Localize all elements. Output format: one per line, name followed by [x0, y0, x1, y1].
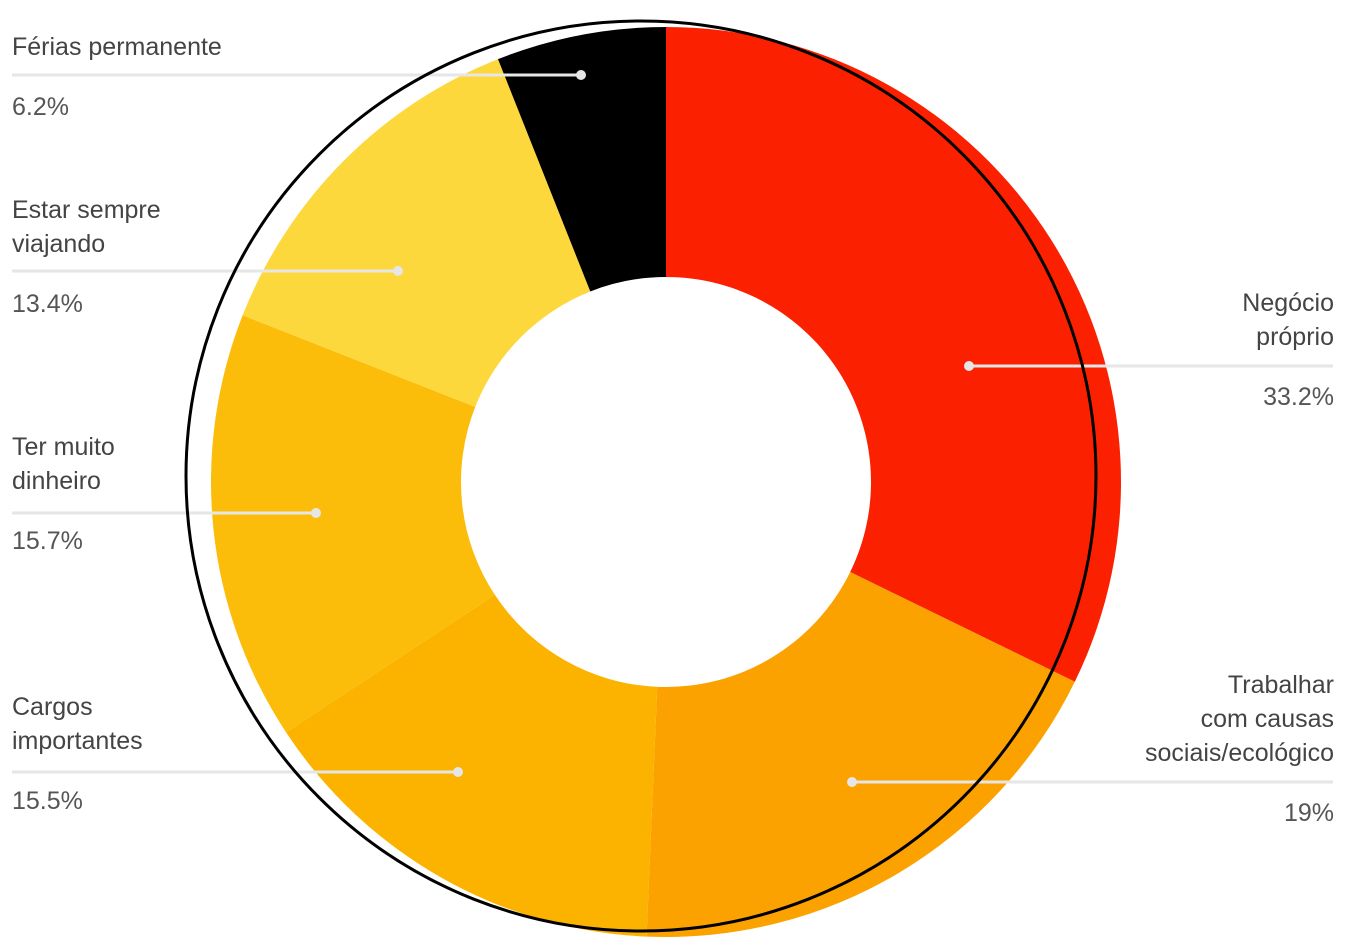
slice-percent: 33.2% [1263, 383, 1334, 411]
label-slice-0: Negócio próprio 33.2% [1242, 286, 1334, 414]
leader-lines [12, 70, 1333, 787]
label-slice-4: Estar sempre viajando 13.4% [12, 193, 161, 321]
label-slice-2: Cargos importantes 15.5% [12, 690, 143, 818]
slice-3 [211, 315, 495, 733]
label-slice-3: Ter muito dinheiro 15.7% [12, 430, 115, 558]
leader-dot-5 [576, 70, 586, 80]
slice-1 [646, 571, 1075, 937]
slice-percent: 19% [1283, 799, 1334, 827]
leader-dot-2 [453, 767, 463, 777]
label-slice-1: Trabalhar com causas sociais/ecológico 1… [1145, 668, 1334, 830]
slice-name: Ter muito dinheiro [12, 433, 115, 495]
leader-dot-0 [964, 361, 974, 371]
slice-percent: 15.5% [12, 787, 83, 815]
slice-name: Estar sempre viajando [12, 196, 161, 258]
leader-dot-3 [311, 508, 321, 518]
slice-2 [286, 594, 658, 937]
slice-name: Negócio próprio [1242, 289, 1334, 351]
leader-dot-1 [847, 777, 857, 787]
slice-4 [242, 59, 591, 407]
slice-percent: 15.7% [12, 527, 83, 555]
outline-ring [184, 19, 1098, 933]
slice-name: Cargos importantes [12, 693, 143, 755]
slice-5 [497, 27, 666, 292]
slice-0 [666, 27, 1121, 682]
label-slice-5: Férias permanente 6.2% [12, 30, 222, 124]
slice-name: Férias permanente [12, 33, 222, 61]
slice-percent: 13.4% [12, 290, 83, 318]
slices [211, 27, 1121, 937]
leader-dot-4 [393, 266, 403, 276]
slice-percent: 6.2% [12, 93, 69, 121]
slice-name: Trabalhar com causas sociais/ecológico [1145, 671, 1334, 767]
